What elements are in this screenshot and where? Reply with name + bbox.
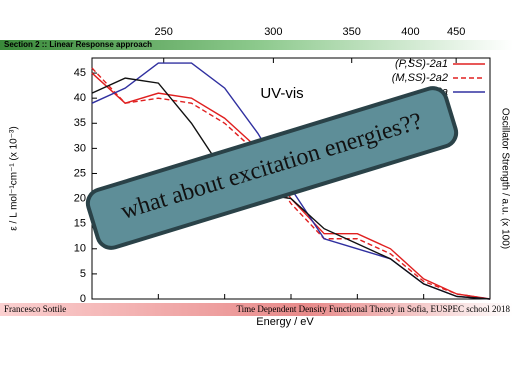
top-x-tick-label: 350 [343,26,361,38]
footer-author: Francesco Sottile [4,304,66,314]
y-tick-label: 45 [74,67,86,79]
y-tick-label: 10 [74,243,86,255]
y-tick-label: 5 [80,268,86,280]
top-x-tick-label: 300 [264,26,282,38]
y-tick-label: 25 [74,167,86,179]
legend-label: (M,SS)-2a2 [392,72,448,84]
slide: 0510152025303540455.554.543.532.52503003… [0,0,513,364]
page: 0510152025303540455.554.543.532.52503003… [0,0,513,364]
top-x-tick-label: 400 [401,26,419,38]
x-axis-label: Energy / eV [256,316,314,328]
chart-title: UV-vis [260,85,303,102]
y-tick-label: 40 [74,92,86,104]
y-tick-label: 35 [74,117,86,129]
footer-event: Time Dependent Density Functional Theory… [237,304,511,314]
y-tick-label: 15 [74,218,86,230]
y-tick-label: 30 [74,142,86,154]
header-title: Section 2 :: Linear Response approach [4,40,152,49]
top-x-tick-label: 450 [447,26,465,38]
banner: what about excitation energies?? [84,85,459,252]
y-tick-label: 20 [74,192,86,204]
y2-axis-label: Oscillator Strength / a.u. (x 100) [499,108,510,249]
top-x-tick-label: 250 [155,26,173,38]
y-axis-label: ε / L mol⁻¹cm⁻¹ (x 10⁻³) [9,126,20,230]
legend-label: (P,SS)-2a1 [395,58,448,70]
